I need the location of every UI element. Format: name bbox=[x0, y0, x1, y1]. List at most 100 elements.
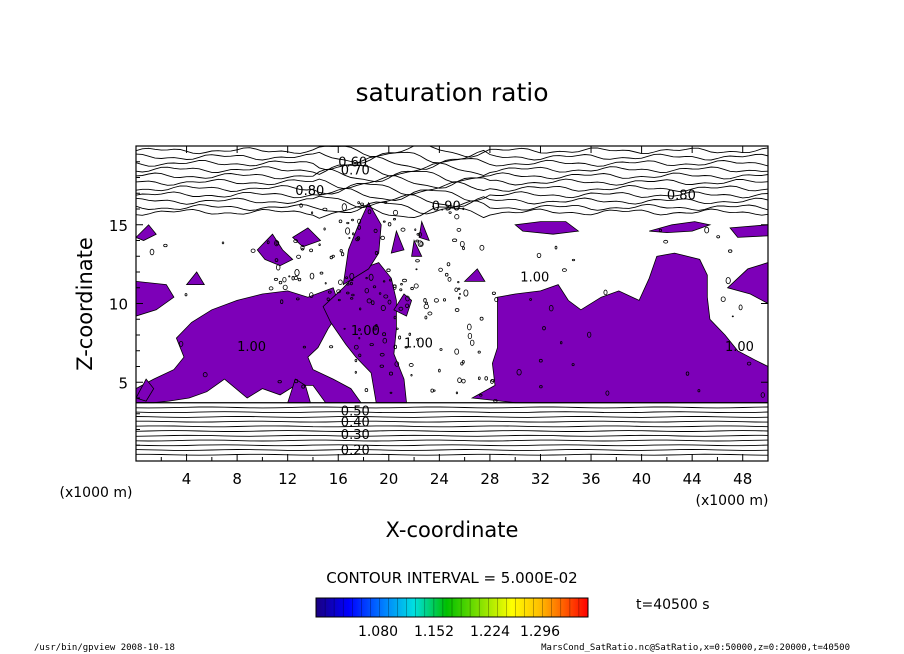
contour-line bbox=[136, 181, 768, 196]
contour-line bbox=[136, 162, 768, 177]
saturation-region bbox=[256, 233, 294, 267]
contour-fragment bbox=[282, 284, 288, 291]
contour-fragment bbox=[221, 241, 225, 245]
contour-fragment bbox=[490, 379, 494, 384]
contour-fragment bbox=[343, 327, 346, 330]
contour-fragment bbox=[603, 289, 608, 296]
x-tick-label: 40 bbox=[632, 470, 651, 488]
contour-fragment bbox=[477, 376, 481, 381]
contour-fragment bbox=[380, 235, 385, 241]
contour-fragment bbox=[548, 305, 554, 312]
contour-fragment bbox=[268, 286, 274, 291]
contour-fragment bbox=[479, 393, 483, 397]
contour-fragment bbox=[467, 323, 472, 331]
x-tick-label: 16 bbox=[329, 470, 348, 488]
contour-fragment bbox=[324, 282, 327, 285]
contour-fragment bbox=[491, 291, 496, 295]
contour-fragment bbox=[427, 311, 433, 316]
contour-fragment bbox=[288, 275, 291, 278]
contour-fragment bbox=[458, 296, 461, 300]
contour-fragment bbox=[663, 239, 669, 244]
contour-line bbox=[136, 149, 768, 164]
contour-fragment bbox=[382, 220, 386, 223]
contour-fragment bbox=[311, 211, 314, 215]
contour-fragment bbox=[357, 225, 361, 230]
contour-fragment bbox=[516, 368, 522, 376]
contour-fragment bbox=[685, 371, 690, 376]
contour-label: 0.80 bbox=[667, 189, 696, 204]
contour-fragment bbox=[368, 273, 374, 281]
contour-fragment bbox=[319, 271, 324, 275]
contour-fragment bbox=[459, 240, 465, 248]
contour-fragment bbox=[382, 332, 387, 337]
contour-fragment bbox=[309, 292, 314, 298]
contour-fragment bbox=[338, 279, 343, 285]
saturation-region bbox=[463, 268, 486, 282]
saturation-region bbox=[185, 271, 206, 286]
contour-fragment bbox=[309, 272, 315, 280]
contour-fragment bbox=[728, 249, 733, 253]
contour-label: 0.30 bbox=[341, 428, 370, 443]
contour-fragment bbox=[366, 298, 372, 304]
contour-fragment bbox=[587, 331, 592, 338]
contour-fragment bbox=[444, 272, 449, 277]
contour-fragment bbox=[378, 292, 382, 295]
contour-fragment bbox=[354, 358, 358, 363]
contour-fragment bbox=[349, 272, 355, 280]
contour-label: 1.00 bbox=[237, 340, 266, 355]
saturation-region bbox=[649, 221, 712, 234]
contour-fragment bbox=[389, 278, 392, 282]
contour-fragment bbox=[454, 214, 460, 220]
contour-fragment bbox=[538, 358, 543, 363]
x-unit-right: (x1000 m) bbox=[696, 493, 769, 509]
saturation-region bbox=[390, 229, 405, 254]
contour-fragment bbox=[364, 388, 369, 393]
x-axis-label: X-coordinate bbox=[386, 518, 519, 542]
contour-label: 1.00 bbox=[520, 270, 549, 285]
contour-fragment bbox=[351, 293, 355, 297]
contour-fragment bbox=[716, 235, 721, 239]
saturation-region bbox=[136, 378, 155, 402]
contour-fragment bbox=[341, 203, 347, 211]
contour-line bbox=[136, 169, 768, 183]
contour-label: 0.90 bbox=[432, 200, 461, 215]
contour-fragment bbox=[379, 364, 384, 368]
x-axis-ticks: 4 8 12 16 20 24 28 32 36 40 44 48 bbox=[160, 146, 752, 488]
saturation-region bbox=[514, 221, 580, 235]
contour-fragment bbox=[424, 315, 428, 320]
contour-fragment bbox=[367, 209, 372, 215]
x-tick-label: 48 bbox=[733, 470, 752, 488]
contour-fragment bbox=[438, 267, 443, 272]
contour-fragment bbox=[408, 363, 414, 367]
contour-fragment bbox=[554, 245, 558, 250]
contour-fragment bbox=[386, 268, 391, 272]
contour-fragment bbox=[387, 222, 392, 227]
contour-label: 0.60 bbox=[338, 156, 367, 171]
contour-fragment bbox=[454, 308, 460, 312]
contour-fragment bbox=[374, 251, 379, 255]
contour-fragment bbox=[416, 233, 420, 236]
contour-fragment bbox=[463, 289, 469, 297]
contour-fragment bbox=[379, 352, 385, 357]
contour-fragment bbox=[392, 218, 397, 221]
contour-label: 0.50 bbox=[341, 404, 370, 419]
contour-fragment bbox=[408, 332, 412, 336]
contour-fragment bbox=[383, 294, 389, 299]
contour-fragment bbox=[273, 277, 279, 281]
contour-label: 1.00 bbox=[725, 340, 754, 355]
contour-fragment bbox=[432, 205, 435, 208]
contour-fragment bbox=[163, 243, 168, 248]
contour-fragment bbox=[561, 268, 567, 272]
contour-fragment bbox=[423, 298, 427, 303]
contour-fragment bbox=[410, 374, 413, 377]
contour-fragment bbox=[398, 335, 402, 340]
contour-fragment bbox=[720, 296, 726, 302]
contour-fragment bbox=[454, 287, 459, 292]
contour-fragment bbox=[392, 284, 397, 288]
saturation-fill-regions bbox=[136, 201, 768, 404]
contour-fragment bbox=[400, 227, 406, 232]
contour-fragment bbox=[457, 287, 461, 291]
contour-fragment bbox=[359, 307, 362, 311]
contour-fragment bbox=[395, 327, 399, 331]
contour-label: 0.80 bbox=[295, 184, 324, 199]
